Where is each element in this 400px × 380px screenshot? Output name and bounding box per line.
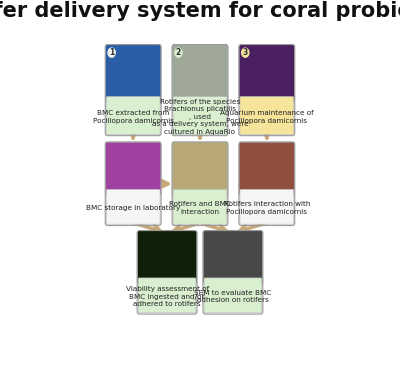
FancyBboxPatch shape — [240, 189, 294, 224]
Text: 3: 3 — [243, 48, 248, 57]
FancyBboxPatch shape — [204, 278, 262, 313]
Circle shape — [175, 48, 182, 57]
Text: Rotifers interaction with
Pocillopora damicornis: Rotifers interaction with Pocillopora da… — [224, 201, 310, 215]
FancyBboxPatch shape — [172, 142, 228, 196]
Text: Rotifers and BMC
interaction: Rotifers and BMC interaction — [169, 201, 231, 215]
FancyBboxPatch shape — [106, 97, 160, 135]
FancyBboxPatch shape — [173, 189, 227, 224]
FancyBboxPatch shape — [106, 189, 160, 224]
Text: SEM to evaluate BMC
adhesion on rotifers: SEM to evaluate BMC adhesion on rotifers — [194, 290, 272, 303]
FancyBboxPatch shape — [240, 97, 294, 135]
FancyBboxPatch shape — [105, 44, 161, 103]
FancyBboxPatch shape — [203, 231, 263, 284]
Text: BMC extracted from
Pocillopora damicornis: BMC extracted from Pocillopora damicorni… — [93, 110, 174, 124]
FancyBboxPatch shape — [239, 142, 295, 196]
Circle shape — [242, 48, 249, 57]
Text: 2: 2 — [176, 48, 181, 57]
FancyBboxPatch shape — [173, 97, 227, 135]
FancyBboxPatch shape — [105, 142, 161, 196]
Text: Rotifers of the species
Brachionus plicatilis
, used
as a delivery system, were
: Rotifers of the species Brachionus plica… — [152, 99, 248, 135]
FancyBboxPatch shape — [239, 44, 295, 103]
Text: Viability assessment of
BMC ingested and/or
adhered to rotifers: Viability assessment of BMC ingested and… — [126, 286, 209, 307]
FancyBboxPatch shape — [138, 278, 196, 313]
FancyBboxPatch shape — [172, 44, 228, 103]
FancyBboxPatch shape — [137, 231, 197, 284]
Text: 1: 1 — [109, 48, 114, 57]
Circle shape — [108, 48, 115, 57]
Text: Aquarium maintenance of
Pocillopora damicornis: Aquarium maintenance of Pocillopora dami… — [220, 110, 314, 124]
Text: BMC storage in laboratory: BMC storage in laboratory — [86, 205, 180, 211]
Text: Rotifer delivery system for coral probiotics: Rotifer delivery system for coral probio… — [0, 1, 400, 21]
